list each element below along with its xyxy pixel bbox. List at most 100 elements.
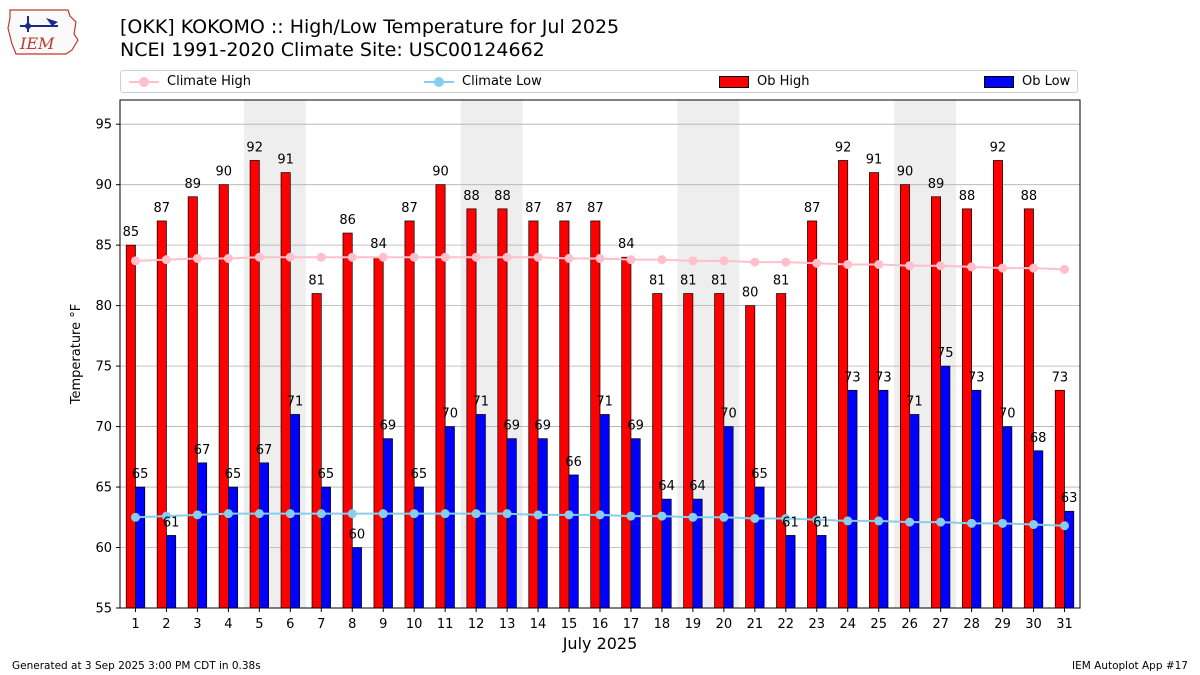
climate-high-point bbox=[812, 258, 822, 268]
climate-low-point bbox=[719, 512, 729, 522]
climate-high-point bbox=[564, 253, 574, 263]
climate-low-point bbox=[533, 510, 543, 520]
climate-high-point bbox=[750, 257, 760, 267]
legend-item-ob-high: Ob High bbox=[719, 74, 810, 89]
ob-low-bar bbox=[320, 486, 331, 609]
climate-low-point bbox=[130, 512, 140, 522]
ob-high-label: 89 bbox=[185, 177, 202, 192]
legend-item-climate-high: Climate High bbox=[129, 74, 251, 89]
x-tick-label: 21 bbox=[747, 617, 764, 632]
ob-high-bar bbox=[745, 305, 756, 609]
y-tick-label: 65 bbox=[95, 481, 112, 496]
ob-low-label: 75 bbox=[937, 346, 954, 361]
climate-high-point bbox=[626, 255, 636, 265]
climate-low-point bbox=[626, 511, 636, 521]
x-tick-label: 1 bbox=[131, 617, 139, 632]
ob-high-bar bbox=[714, 293, 725, 609]
x-tick-label: 11 bbox=[437, 617, 454, 632]
climate-low-point bbox=[1060, 521, 1070, 531]
ob-low-bar bbox=[1033, 450, 1044, 609]
x-tick-label: 9 bbox=[379, 617, 387, 632]
x-tick-label: 14 bbox=[530, 617, 547, 632]
ob-high-bar bbox=[528, 220, 539, 609]
ob-high-label: 92 bbox=[835, 140, 852, 155]
ob-high-label: 81 bbox=[308, 274, 325, 289]
ob-low-bar bbox=[259, 462, 269, 609]
y-tick-label: 60 bbox=[95, 541, 112, 556]
ob-high-label: 84 bbox=[618, 237, 635, 252]
chart-subtitle: NCEI 1991-2020 Climate Site: USC00124662 bbox=[120, 39, 545, 61]
ob-high-label: 92 bbox=[246, 140, 263, 155]
ob-high-bar bbox=[404, 220, 415, 609]
ob-low-label: 69 bbox=[380, 419, 397, 434]
ob-high-bar bbox=[125, 244, 136, 609]
line-marker-icon bbox=[129, 75, 159, 89]
x-tick-label: 20 bbox=[716, 617, 733, 632]
x-tick-label: 10 bbox=[406, 617, 423, 632]
climate-low-point bbox=[595, 510, 605, 520]
climate-low-point bbox=[316, 509, 326, 519]
x-tick-label: 2 bbox=[162, 617, 170, 632]
ob-high-bar bbox=[652, 293, 663, 609]
climate-high-point bbox=[254, 252, 264, 262]
x-tick-label: 31 bbox=[1056, 617, 1073, 632]
ob-low-bar bbox=[785, 535, 796, 609]
ob-high-label: 81 bbox=[649, 274, 666, 289]
ob-low-label: 71 bbox=[596, 394, 613, 409]
climate-high-point bbox=[874, 259, 884, 269]
chart-legend: Climate High Climate Low Ob High Ob Low bbox=[120, 70, 1078, 93]
climate-low-point bbox=[192, 510, 202, 520]
y-tick-label: 55 bbox=[95, 602, 112, 617]
ob-high-bar bbox=[218, 184, 229, 609]
climate-low-point bbox=[161, 511, 171, 521]
legend-item-climate-low: Climate Low bbox=[424, 74, 542, 89]
x-tick-label: 18 bbox=[654, 617, 671, 632]
ob-low-bar bbox=[630, 438, 641, 609]
ob-high-bar bbox=[342, 232, 353, 609]
climate-low-point bbox=[657, 511, 667, 521]
y-axis-label: Temperature °F bbox=[69, 304, 84, 405]
ob-low-label: 66 bbox=[565, 455, 582, 470]
climate-low-point bbox=[688, 512, 698, 522]
generated-timestamp: Generated at 3 Sep 2025 3:00 PM CDT in 0… bbox=[12, 660, 261, 672]
ob-low-label: 64 bbox=[689, 479, 706, 494]
ob-high-bar bbox=[497, 208, 508, 609]
y-tick-label: 90 bbox=[95, 178, 112, 193]
ob-low-label: 73 bbox=[968, 370, 985, 385]
ob-low-label: 64 bbox=[658, 479, 675, 494]
ob-low-bar bbox=[909, 414, 920, 609]
ob-low-bar bbox=[228, 486, 239, 609]
ob-high-label: 87 bbox=[556, 201, 573, 216]
x-tick-label: 30 bbox=[1025, 617, 1042, 632]
climate-low-point bbox=[843, 516, 853, 526]
x-tick-label: 6 bbox=[286, 617, 294, 632]
climate-high-point bbox=[471, 252, 481, 262]
ob-low-bar bbox=[878, 389, 889, 609]
ob-high-bar bbox=[311, 293, 322, 609]
climate-high-point bbox=[719, 256, 729, 266]
ob-low-label: 65 bbox=[132, 467, 149, 482]
climate-low-point bbox=[285, 509, 295, 519]
ob-low-label: 61 bbox=[813, 515, 830, 530]
ob-low-label: 67 bbox=[256, 443, 273, 458]
legend-label: Climate Low bbox=[462, 74, 542, 89]
climate-high-point bbox=[223, 253, 233, 263]
climate-high-point bbox=[378, 252, 388, 262]
climate-low-point bbox=[471, 509, 481, 519]
ob-high-label: 81 bbox=[773, 274, 790, 289]
climate-high-point bbox=[688, 256, 698, 266]
climate-low-point bbox=[905, 517, 915, 527]
legend-label: Climate High bbox=[167, 74, 252, 89]
y-tick-label: 80 bbox=[95, 299, 112, 314]
x-tick-label: 25 bbox=[870, 617, 887, 632]
climate-high-point bbox=[502, 252, 512, 262]
ob-high-label: 80 bbox=[742, 286, 759, 301]
ob-low-label: 73 bbox=[875, 370, 892, 385]
x-tick-label: 3 bbox=[193, 617, 201, 632]
ob-high-label: 90 bbox=[432, 165, 449, 180]
ob-low-label: 69 bbox=[627, 419, 644, 434]
bar-swatch-icon bbox=[719, 75, 749, 88]
ob-high-label: 87 bbox=[401, 201, 418, 216]
x-tick-label: 7 bbox=[317, 617, 325, 632]
climate-high-point bbox=[192, 253, 202, 263]
